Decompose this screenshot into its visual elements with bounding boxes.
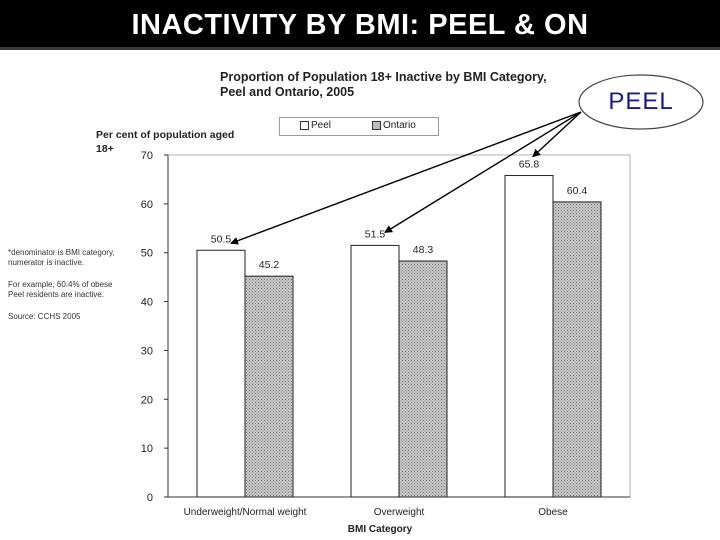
x-axis-title: BMI Category (348, 524, 413, 535)
note-line-5: Source: CCHS 2005 (8, 312, 81, 321)
note-source: Source: CCHS 2005 (8, 312, 138, 322)
legend-label-peel: Peel (311, 120, 332, 131)
callout-arrows (230, 111, 582, 245)
bar-peel-0 (196, 249, 246, 498)
y-tick-label: 30 (141, 345, 153, 357)
legend-item-peel: Peel (300, 120, 331, 131)
category-label-1: Overweight (374, 507, 425, 518)
legend-label-ontario: Ontario (383, 120, 416, 131)
note-line-3: For example, 60.4% of obese (8, 280, 113, 289)
bar-ontario-0 (244, 275, 294, 498)
bar-ontario-2 (552, 201, 602, 498)
y-axis-title-line-1: Per cent of population aged (96, 129, 235, 141)
bar-peel-1 (350, 244, 400, 498)
legend-swatch-peel (300, 121, 309, 130)
chart-title-line-2: Peel and Ontario, 2005 (220, 85, 355, 99)
category-label-2: Obese (538, 507, 568, 518)
bar-ontario-1 (398, 260, 448, 498)
chart-title-line-1: Proportion of Population 18+ Inactive by… (220, 70, 547, 84)
data-label-peel-2: 65.8 (519, 159, 540, 171)
data-label-ontario-0: 45.2 (259, 259, 280, 271)
y-axis-title-line-2: 18+ (96, 143, 114, 155)
callout-arrow-2 (532, 111, 582, 158)
data-label-ontario-2: 60.4 (567, 185, 588, 197)
chart-legend: Peel Ontario (279, 117, 439, 136)
category-label-0: Underweight/Normal weight (184, 507, 307, 518)
y-tick-label: 10 (141, 443, 153, 455)
y-tick-label: 0 (147, 492, 153, 504)
y-tick-label: 60 (141, 199, 153, 211)
note-line-2: numerator is inactive. (8, 258, 85, 267)
note-example: For example, 60.4% of obese Peel residen… (8, 280, 138, 300)
y-tick-label: 70 (141, 150, 153, 162)
note-denominator: *denominator is BMI category, numerator … (8, 248, 138, 268)
data-label-ontario-1: 48.3 (413, 244, 434, 256)
callout-arrow-0 (230, 111, 582, 245)
peel-callout: PEEL (577, 73, 705, 131)
y-tick-label: 40 (141, 297, 153, 309)
data-label-peel-0: 50.5 (211, 233, 232, 245)
y-axis-title: Per cent of population aged 18+ (96, 128, 246, 156)
y-tick-label: 20 (141, 394, 153, 406)
slide-title: INACTIVITY BY BMI: PEEL & ON (131, 9, 589, 41)
note-line-4: Peel residents are inactive. (8, 290, 105, 299)
note-line-1: *denominator is BMI category, (8, 248, 115, 257)
plot-area: 0 10 20 30 40 50 60 70 50.5 45.2 Underweight/Norma… (141, 150, 631, 535)
legend-item-ontario: Ontario (372, 120, 416, 131)
legend-swatch-ontario (372, 121, 381, 130)
callout-oval (578, 74, 704, 130)
y-tick-label: 50 (141, 248, 153, 260)
title-bar: INACTIVITY BY BMI: PEEL & ON (0, 0, 720, 50)
callout-text: PEEL (608, 88, 674, 115)
chart-title: Proportion of Population 18+ Inactive by… (220, 70, 547, 100)
callout-arrow-1 (384, 111, 582, 233)
bar-peel-2 (504, 175, 554, 498)
data-label-peel-1: 51.5 (365, 228, 386, 240)
